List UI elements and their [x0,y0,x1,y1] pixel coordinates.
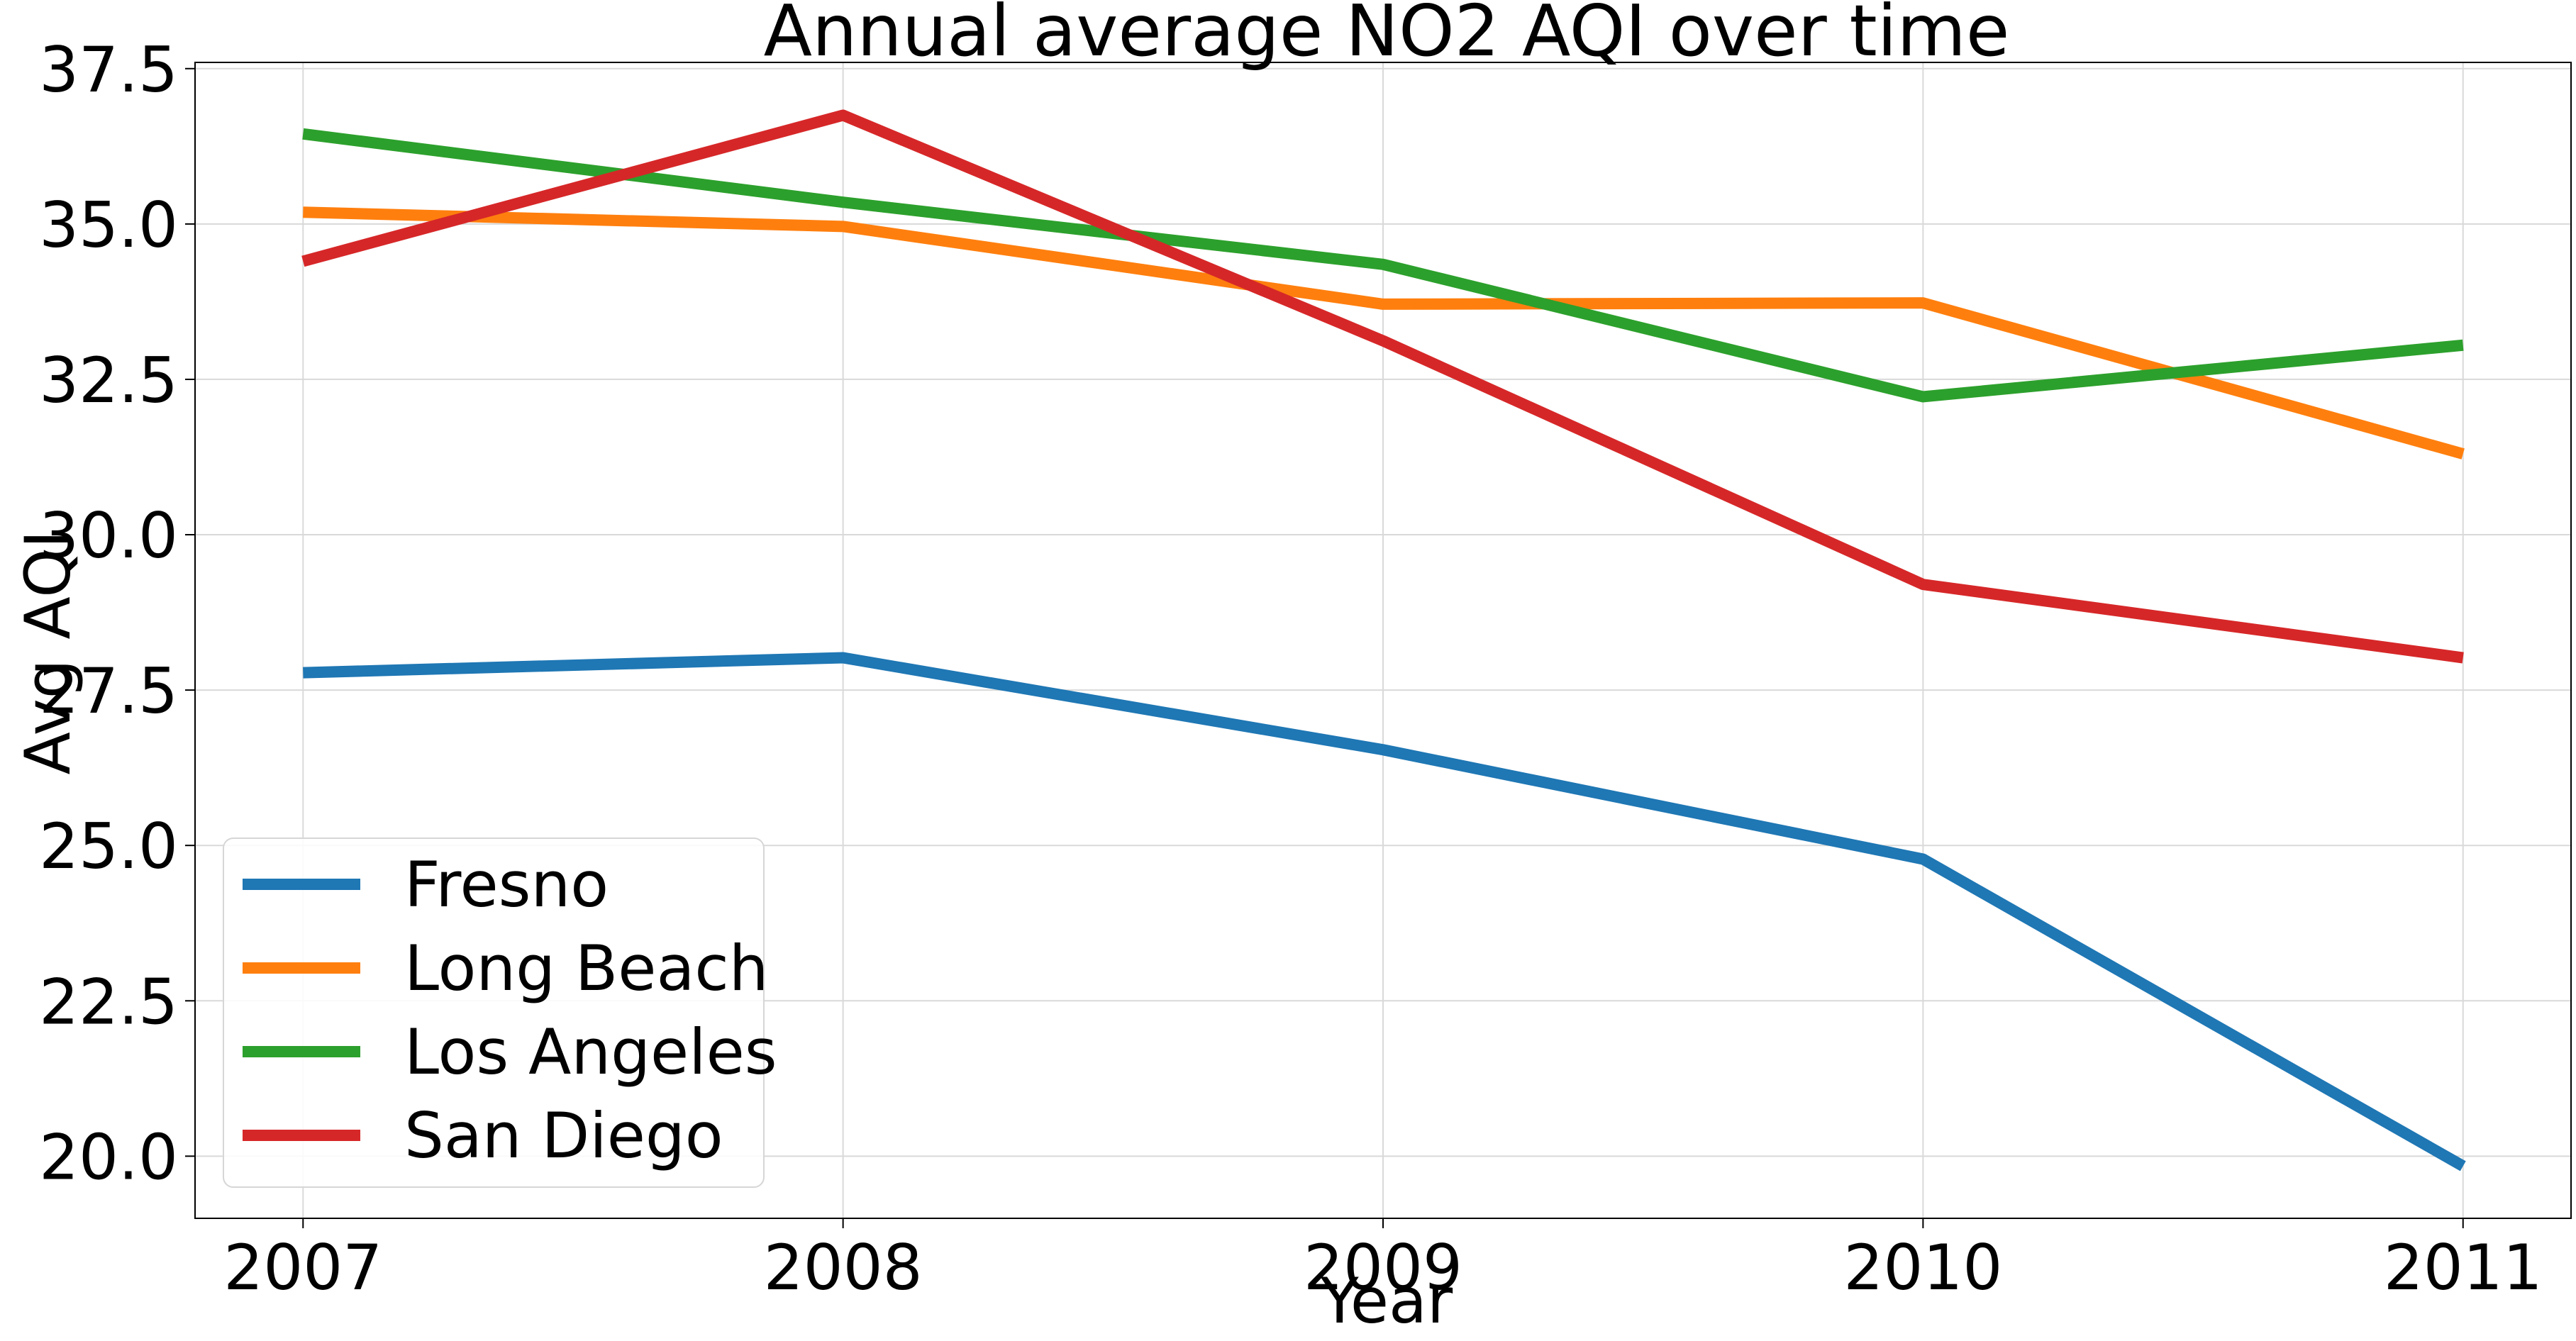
x-tick-label: 2007 [223,1231,382,1304]
x-axis-ticks: 2007 2008 2009 2010 2011 [223,1218,2543,1304]
legend-label-long-beach: Long Beach [404,932,769,1005]
y-tick-label: 32.5 [39,344,178,417]
legend: Fresno Long Beach Los Angeles San Diego [223,838,777,1188]
y-tick-label: 22.5 [39,965,178,1038]
series-lines [301,109,2466,1172]
series-line-long-beach [303,206,2465,460]
chart-title: Annual average NO2 AQI over time [764,0,2010,72]
y-tick-label: 25.0 [39,810,178,883]
x-tick-label: 2010 [1843,1231,2002,1304]
series-line-los-angeles [302,128,2464,403]
legend-label-los-angeles: Los Angeles [404,1016,777,1089]
y-tick-label: 37.5 [39,33,178,106]
legend-label-fresno: Fresno [404,848,609,921]
y-axis-label: Avg AQI [11,530,84,775]
legend-box [223,838,765,1188]
series-line-san-diego [301,109,2464,664]
y-tick-label: 35.0 [39,189,178,262]
y-tick-label: 27.5 [39,655,178,728]
y-axis-ticks: 20.0 22.5 25.0 27.5 30.0 32.5 35.0 37.5 [39,33,195,1193]
y-tick-label: 30.0 [39,499,178,572]
y-tick-label: 20.0 [39,1120,178,1193]
series-line-fresno [303,652,2466,1172]
x-tick-label: 2011 [2384,1231,2543,1304]
x-axis-label: Year [1320,1264,1453,1337]
legend-label-san-diego: San Diego [404,1099,723,1172]
x-tick-label: 2009 [1304,1231,1462,1304]
x-tick-label: 2008 [764,1231,923,1304]
